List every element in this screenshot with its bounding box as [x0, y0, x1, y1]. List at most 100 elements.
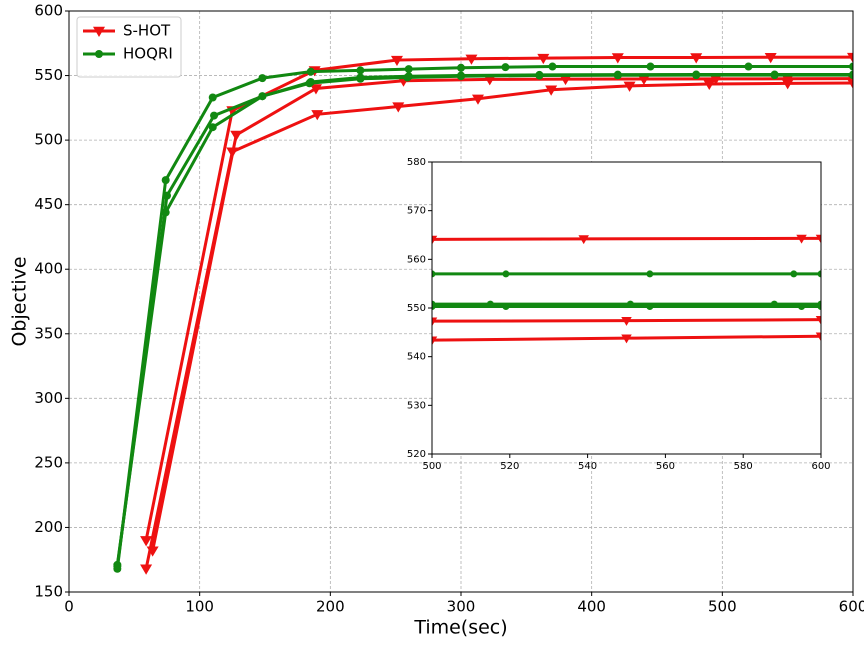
marker [781, 74, 794, 85]
plot-series [113, 52, 853, 575]
y-tick-label: 250 [34, 453, 63, 471]
marker [559, 74, 572, 86]
marker [709, 74, 722, 85]
marker [432, 303, 436, 311]
marker [501, 63, 510, 72]
marker [93, 26, 105, 37]
x-tick-label: 300 [447, 598, 476, 616]
marker [690, 53, 703, 64]
marker [535, 71, 544, 80]
y-tick-label: 400 [34, 260, 63, 278]
x-tick-label: 100 [185, 598, 214, 616]
marker [621, 334, 632, 344]
marker [692, 71, 701, 80]
marker [95, 50, 103, 58]
y-tick-label: 540 [407, 352, 426, 363]
marker [817, 270, 821, 278]
marker [623, 81, 636, 92]
marker [457, 63, 465, 72]
marker [432, 336, 438, 346]
marker [432, 235, 438, 245]
y-tick-label: 550 [34, 66, 63, 84]
marker [847, 52, 853, 64]
marker [548, 62, 557, 71]
y-tick-label: 600 [34, 2, 63, 20]
legend-label: S-HOT [123, 22, 171, 40]
marker [798, 303, 806, 311]
marker [483, 75, 496, 86]
marker [404, 65, 413, 74]
marker [390, 55, 403, 67]
series-line [432, 236, 821, 241]
y-tick-label: 570 [407, 206, 426, 217]
marker [815, 332, 821, 342]
marker [210, 111, 219, 120]
marker [258, 92, 267, 101]
marker [306, 67, 315, 76]
marker [432, 270, 436, 278]
y-tick-label: 150 [34, 583, 63, 601]
marker [796, 234, 807, 244]
marker [537, 53, 550, 65]
x-tick-label: 520 [500, 461, 519, 472]
marker [403, 73, 412, 82]
x-tick-label: 500 [708, 598, 737, 616]
x-tick-label: 600 [811, 461, 830, 472]
x-tick-label: 540 [578, 461, 597, 472]
y-tick-label: 550 [407, 303, 426, 314]
marker [703, 79, 716, 90]
marker [140, 536, 153, 547]
marker [646, 62, 655, 71]
x-tick-label: 500 [422, 461, 441, 472]
x-tick-label: 0 [64, 598, 74, 616]
y-tick-label: 350 [34, 324, 63, 342]
marker [356, 74, 365, 83]
marker [432, 317, 438, 327]
marker [545, 85, 558, 96]
marker [770, 71, 779, 80]
x-tick-label: 560 [656, 461, 675, 472]
y-tick-label: 300 [34, 389, 63, 407]
marker [161, 176, 170, 185]
marker [163, 191, 171, 200]
marker [465, 54, 478, 65]
marker [502, 270, 510, 278]
marker [305, 79, 314, 88]
marker [140, 564, 153, 575]
y-tick-label: 450 [34, 195, 63, 213]
marker [815, 234, 821, 244]
marker [790, 270, 798, 278]
y-tick-label: 580 [407, 157, 426, 168]
marker [230, 130, 243, 141]
y-axis-label: Objective [9, 256, 31, 346]
marker [311, 110, 324, 121]
x-tick-label: 580 [734, 461, 753, 472]
marker [613, 71, 622, 80]
marker [258, 74, 267, 83]
marker [502, 303, 510, 311]
marker [849, 62, 853, 71]
marker [113, 562, 122, 571]
x-axis-label: Time(sec) [413, 617, 507, 639]
marker [815, 316, 821, 325]
marker [146, 546, 159, 557]
y-tick-label: 520 [407, 449, 426, 460]
marker [849, 71, 853, 80]
marker [471, 94, 484, 105]
x-tick-label: 400 [577, 598, 606, 616]
plot-frame [68, 10, 854, 593]
y-tick-label: 530 [407, 400, 426, 411]
x-tick-label: 200 [316, 598, 345, 616]
marker [621, 316, 632, 326]
marker [744, 62, 753, 71]
y-tick-label: 500 [34, 131, 63, 149]
marker [764, 53, 777, 64]
marker [637, 74, 650, 86]
marker [208, 93, 217, 102]
series-line [144, 55, 853, 541]
marker [309, 84, 322, 95]
marker [457, 72, 465, 81]
y-tick-label: 200 [34, 518, 63, 536]
marker [208, 123, 217, 132]
